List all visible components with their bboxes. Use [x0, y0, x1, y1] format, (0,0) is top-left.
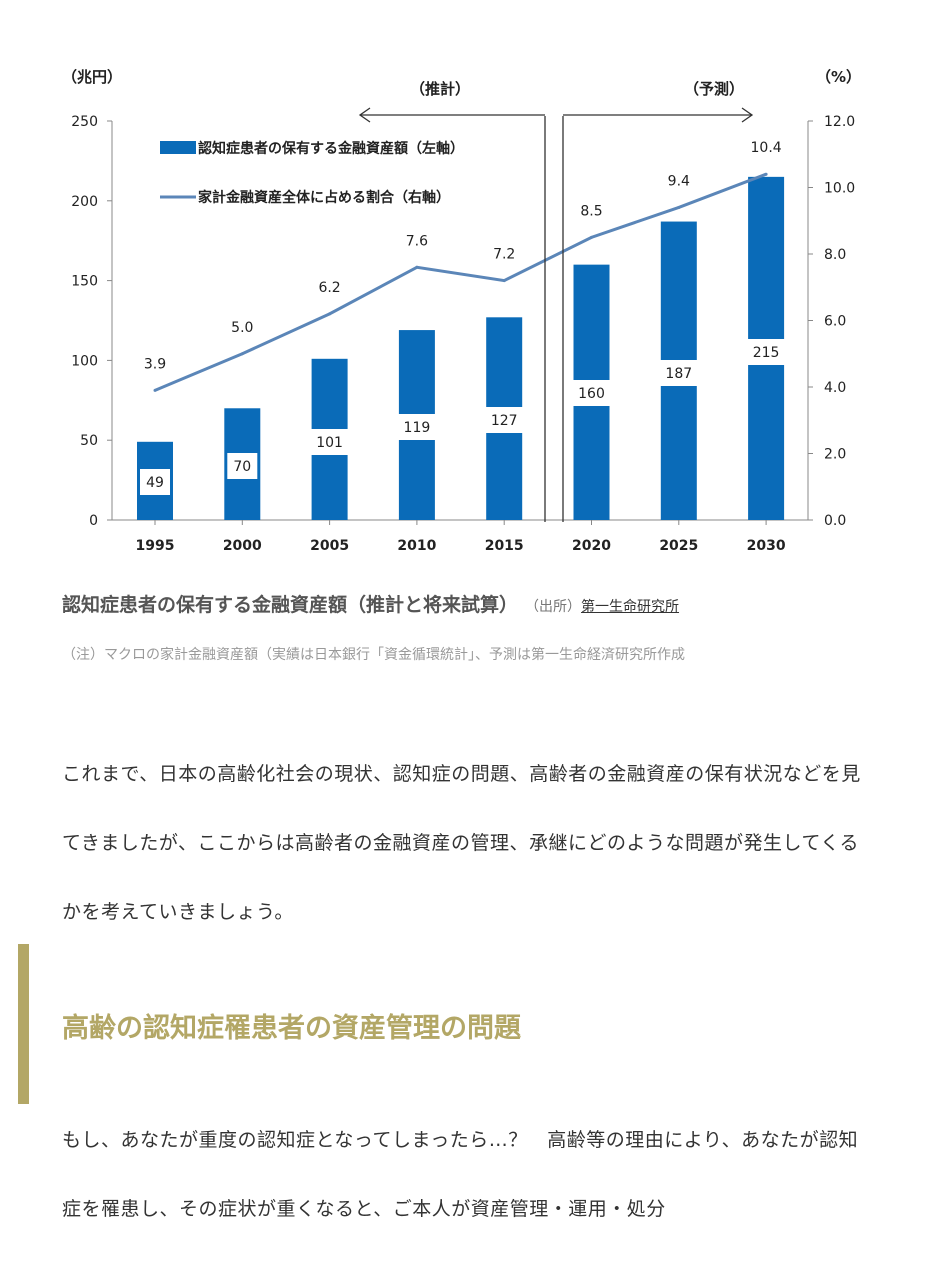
right-tick-label: 10.0 [824, 181, 855, 197]
source-prefix: （出所） [532, 599, 582, 615]
bar-label-box [746, 339, 787, 365]
line-value-label: 7.6 [406, 233, 428, 249]
bar-label-box [396, 414, 437, 440]
source-link[interactable]: 第一生命研究所 [581, 599, 680, 615]
bar-label-box [140, 469, 170, 495]
left-tick-label: 200 [71, 194, 98, 210]
legend: 認知症患者の保有する金融資産額（左軸） 家計金融資産全体に占める割合（右軸） [160, 140, 464, 206]
line-value-label: 10.4 [751, 140, 782, 156]
x-tick-label: 2010 [397, 538, 436, 554]
article-paragraph-1: これまで、日本の高齢化社会の現状、認知症の問題、高齢者の金融資産の保有状況などを… [62, 763, 861, 923]
right-tick-label: 12.0 [824, 114, 855, 130]
forecast-arrowhead [741, 107, 754, 123]
left-tick-label: 250 [71, 114, 98, 130]
right-axis-label: （%） [816, 68, 861, 86]
estimate-label: （推計） [410, 80, 470, 98]
bar-series: 49 70 101 119 127 160 187 215 [137, 176, 787, 521]
x-tick-label: 1995 [136, 538, 175, 554]
left-tick-label: 150 [71, 274, 98, 290]
left-tick-label: 100 [71, 353, 98, 369]
bar-label-box [309, 429, 350, 455]
bar-value-label: 119 [404, 420, 431, 436]
bar-value-label: 127 [491, 413, 518, 429]
legend-bar-swatch [160, 141, 196, 154]
line-value-label: 9.4 [668, 173, 690, 189]
right-axis: 0.0 2.0 4.0 6.0 8.0 10.0 12.0 （%） [807, 68, 861, 529]
right-tick-label: 8.0 [824, 247, 846, 263]
left-axis-label: （兆円） [62, 68, 122, 86]
line-value-label: 7.2 [493, 247, 515, 263]
figure-caption: 認知症患者の保有する金融資産額（推計と将来試算） （出所）第一生命研究所 [62, 590, 679, 617]
figure-note: （注）マクロの家計金融資産額（実績は日本銀行「資金循環統計」、予測は第一生命経済… [62, 647, 685, 663]
bar-value-label: 101 [316, 435, 343, 451]
x-tick-label: 2015 [485, 538, 524, 554]
chart-annotations: （推計） （予測） [358, 80, 754, 522]
bar-value-label: 215 [753, 345, 780, 361]
caption-source: （出所）第一生命研究所 [532, 599, 679, 615]
left-tick-label: 0 [89, 513, 98, 529]
line-point [502, 279, 506, 283]
bar-value-label: 49 [146, 475, 164, 491]
bar-value-label: 70 [233, 459, 251, 475]
x-tick-label: 2020 [572, 538, 611, 554]
bar-value-label: 187 [665, 366, 692, 382]
line-value-label: 3.9 [144, 356, 166, 372]
bar-label-box [658, 360, 699, 386]
left-tick-label: 50 [80, 433, 98, 449]
article-paragraph-2: もし、あなたが重度の認知症となってしまったら…？ 高齢等の理由により、あなたが認… [62, 1129, 859, 1220]
line-value-label: 6.2 [318, 280, 340, 296]
x-tick-label: 2025 [659, 538, 698, 554]
right-tick-label: 4.0 [824, 380, 846, 396]
bar-label-box [571, 380, 612, 406]
x-tick-label: 2005 [310, 538, 349, 554]
line-point [764, 172, 768, 176]
line-path [154, 172, 767, 392]
bar-value-label: 160 [578, 386, 605, 402]
legend-bar-label: 認知症患者の保有する金融資産額（左軸） [198, 140, 464, 157]
line-point [328, 312, 332, 316]
line-point [240, 352, 244, 356]
forecast-label: （予測） [684, 80, 744, 98]
right-tick-label: 0.0 [824, 513, 846, 529]
line-value-label: 8.5 [580, 203, 602, 219]
estimate-arrowhead [358, 107, 371, 123]
line-point [677, 205, 681, 209]
financial-assets-chart: 0 50 100 150 200 250 （兆円） 0.0 2.0 4.0 6.0 8.0 10.0 1… [62, 68, 861, 554]
line-series: 3.9 5.0 6.2 7.6 7.2 8.5 9.4 10.4 [144, 140, 782, 392]
bar-label-box [484, 407, 525, 433]
line-point [415, 265, 419, 269]
x-tick-label: 2000 [223, 538, 262, 554]
line-point [590, 235, 593, 239]
right-tick-label: 6.0 [824, 314, 846, 330]
legend-line-label: 家計金融資産全体に占める割合（右軸） [198, 189, 450, 206]
line-value-label: 5.0 [231, 320, 253, 336]
caption-title: 認知症患者の保有する金融資産額（推計と将来試算） [62, 594, 519, 616]
bar-label-box [227, 453, 258, 479]
right-tick-label: 2.0 [824, 447, 846, 463]
section-heading: 高齢の認知症罹患者の資産管理の問題 [62, 1013, 521, 1044]
x-tick-label: 2030 [747, 538, 786, 554]
line-point [153, 388, 157, 392]
heading-accent-bar [18, 944, 29, 1104]
x-axis: 1995 2000 2005 2010 2015 2020 2025 2030 [136, 520, 786, 554]
